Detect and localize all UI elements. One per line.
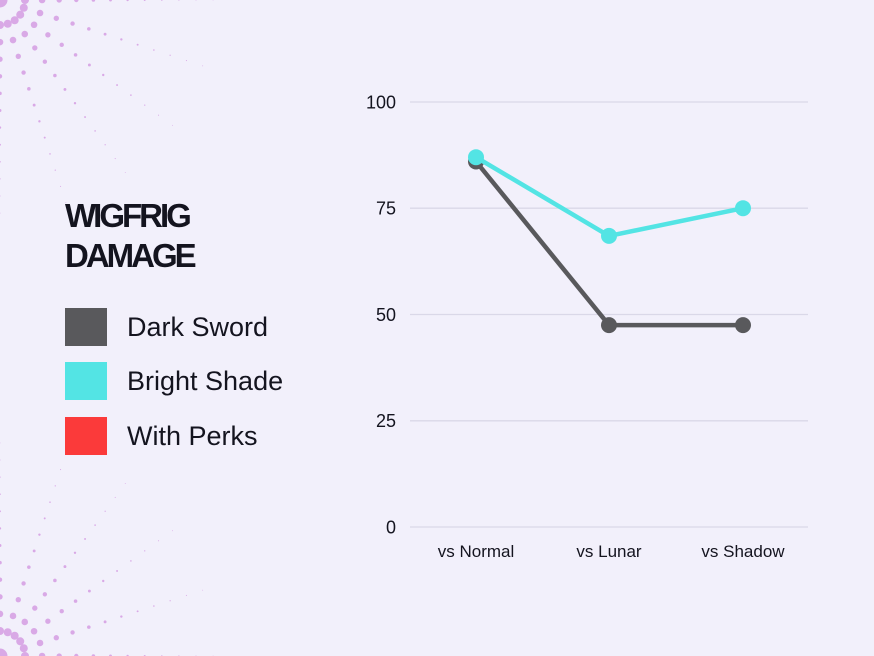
svg-text:25: 25 <box>376 411 396 431</box>
svg-text:100: 100 <box>366 92 396 112</box>
svg-text:50: 50 <box>376 305 396 325</box>
svg-text:vs Shadow: vs Shadow <box>701 542 785 561</box>
svg-text:vs Normal: vs Normal <box>438 542 515 561</box>
svg-text:vs Lunar: vs Lunar <box>576 542 642 561</box>
svg-text:0: 0 <box>386 517 396 537</box>
svg-text:75: 75 <box>376 199 396 219</box>
